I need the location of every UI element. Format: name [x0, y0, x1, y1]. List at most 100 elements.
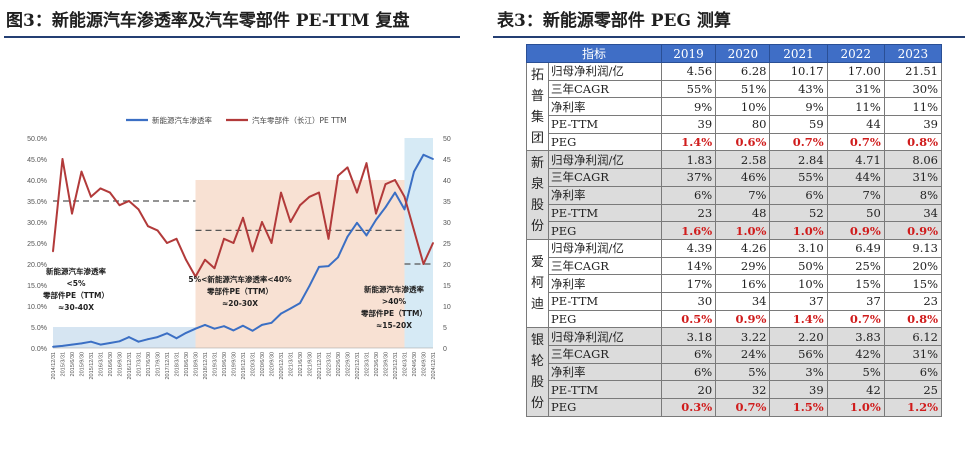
penetration-point	[394, 191, 396, 194]
table-cell: 37	[769, 291, 828, 311]
x-tick-label: 2014/12/31	[51, 352, 57, 380]
y-right-tick-label: 15	[443, 283, 451, 290]
x-tick-label: 2020/3/31	[251, 352, 257, 376]
table-cell: 8.06	[883, 150, 943, 170]
table-row: 三年CAGR 55% 51% 43% 31% 30%	[527, 79, 943, 99]
region-label: 新能源汽车渗透率 >40% 零部件PE（TTM） ≈15-20X	[360, 284, 427, 330]
penetration-point	[318, 266, 320, 268]
table-cell: 59	[769, 115, 828, 134]
region-label-line: 新能源汽车渗透率	[364, 284, 424, 294]
penetration-point	[432, 158, 434, 160]
table-cell: 17%	[660, 274, 717, 293]
pe-ttm-point	[90, 195, 92, 198]
table-cell: 9%	[660, 97, 717, 117]
table-cell: 23	[660, 203, 717, 223]
table-cell: 34	[715, 291, 771, 311]
header-year: 2020	[715, 44, 771, 63]
x-tick-label: 2017/3/31	[137, 352, 143, 376]
table-cell: 0.7%	[715, 398, 771, 417]
penetration-point	[270, 321, 273, 324]
metric-label: 净利率	[548, 97, 662, 117]
region-label-line: >40%	[382, 297, 407, 306]
table-cell: 1.0%	[715, 221, 771, 240]
pe-ttm-point	[71, 212, 73, 215]
x-tick-label: 2015/12/31	[89, 352, 95, 380]
company-group: 银轮股份 归母净利润/亿 3.18 3.22 2.20 3.83 6.12 三年CAGR 6% 2…	[526, 327, 943, 417]
table-cell: 7%	[826, 185, 885, 205]
y-right-tick-label: 5	[443, 325, 447, 332]
pe-ttm-point	[327, 237, 330, 240]
penetration-point	[403, 208, 406, 211]
table-cell: 14%	[660, 256, 717, 276]
table-cell: 0.5%	[660, 309, 717, 329]
table-cell: 3.83	[826, 327, 885, 346]
x-tick-label: 2020/6/30	[260, 352, 266, 376]
penetration-point	[299, 302, 301, 304]
x-tick-label: 2022/9/30	[346, 352, 352, 376]
x-tick-label: 2021/9/30	[308, 352, 314, 376]
table-cell: 2.84	[769, 150, 828, 170]
penetration-point	[80, 342, 83, 345]
region-label: 新能源汽车渗透率 <5% 零部件PE（TTM） ≈30-40X	[42, 266, 109, 312]
x-tick-label: 2017/12/31	[165, 352, 171, 380]
x-tick-label: 2020/9/30	[270, 352, 276, 376]
table-row: PEG 1.4% 0.6% 0.7% 0.7% 0.8%	[527, 132, 943, 152]
table-cell: 11%	[883, 97, 943, 117]
metric-label: PE-TTM	[548, 115, 662, 134]
table-cell: 55%	[660, 79, 717, 99]
penetration-point	[365, 234, 368, 237]
legend-label: 汽车零部件（长江）PE TTM	[252, 115, 347, 125]
pe-ttm-point	[375, 212, 377, 215]
table-cell: 0.8%	[883, 132, 943, 152]
table-row: PEG 0.5% 0.9% 1.4% 0.7% 0.8%	[527, 309, 943, 329]
table-cell: 31%	[826, 79, 885, 99]
table-cell: 24%	[715, 345, 771, 364]
metric-label: 三年CAGR	[548, 168, 662, 187]
pe-ttm-point	[270, 242, 273, 244]
x-tick-label: 2024/12/31	[431, 352, 437, 380]
table-cell: 3.18	[660, 327, 717, 346]
penetration-point	[109, 342, 111, 344]
x-tick-label: 2021/6/30	[298, 352, 304, 376]
metric-label: PEG	[548, 132, 662, 152]
pe-ttm-point	[413, 229, 415, 232]
y-right-tick-label: 30	[443, 220, 451, 227]
metric-label: 净利率	[548, 185, 662, 205]
y-right-tick-label: 25	[443, 241, 451, 248]
table-title: 表3：新能源零部件 PEG 测算	[497, 11, 731, 31]
region-label-line: 5%<新能源汽车渗透率<40%	[188, 274, 292, 284]
region-label-line: 零部件PE（TTM）	[206, 286, 273, 296]
company-group: 爱柯迪 归母净利润/亿 4.39 4.26 3.10 6.49 9.13 三年CAGR 14% 2…	[526, 238, 943, 329]
table-row: 净利率 6% 5% 3% 5% 6%	[527, 362, 943, 382]
pe-ttm-point	[156, 229, 159, 232]
y-left-tick-label: 25.0%	[27, 241, 47, 248]
pe-ttm-point	[109, 191, 111, 194]
pe-ttm-point	[432, 242, 434, 244]
table-row: PE-TTM 20 32 39 42 25	[527, 380, 943, 400]
pe-ttm-point	[213, 267, 216, 270]
table-cell: 16%	[715, 274, 771, 293]
table-cell: 1.5%	[769, 398, 828, 417]
pe-ttm-point	[261, 221, 263, 223]
table-cell: 10.17	[769, 62, 828, 81]
y-left-tick-label: 45.0%	[27, 157, 47, 164]
penetration-point	[308, 284, 311, 287]
table-cell: 44%	[826, 168, 885, 187]
table-cell: 43%	[769, 79, 828, 99]
metric-label: 净利率	[548, 274, 662, 293]
x-tick-label: 2015/9/30	[80, 352, 86, 376]
table-row: 三年CAGR 6% 24% 56% 42% 31%	[527, 345, 943, 364]
table-row: 拓普集团 归母净利润/亿 4.56 6.28 10.17 17.00 21.51	[526, 61, 943, 152]
table-cell: 0.3%	[660, 398, 717, 417]
table-cell: 29%	[715, 256, 771, 276]
y-left-tick-label: 0.0%	[31, 346, 47, 353]
x-tick-label: 2022/6/30	[336, 352, 342, 376]
x-tick-label: 2021/3/31	[289, 352, 295, 376]
table-cell: 20%	[883, 256, 943, 276]
pe-ttm-point	[80, 170, 83, 173]
x-tick-label: 2016/12/31	[127, 352, 133, 380]
table-cell: 21.51	[883, 62, 943, 81]
table-cell: 31%	[883, 168, 943, 187]
header-metric: 指标	[526, 44, 662, 63]
pe-penetration-chart: 0.0% 5.0% 10.0% 15.0% 20.0% 25.0% 30.0% 35.0% 40…	[27, 115, 451, 380]
